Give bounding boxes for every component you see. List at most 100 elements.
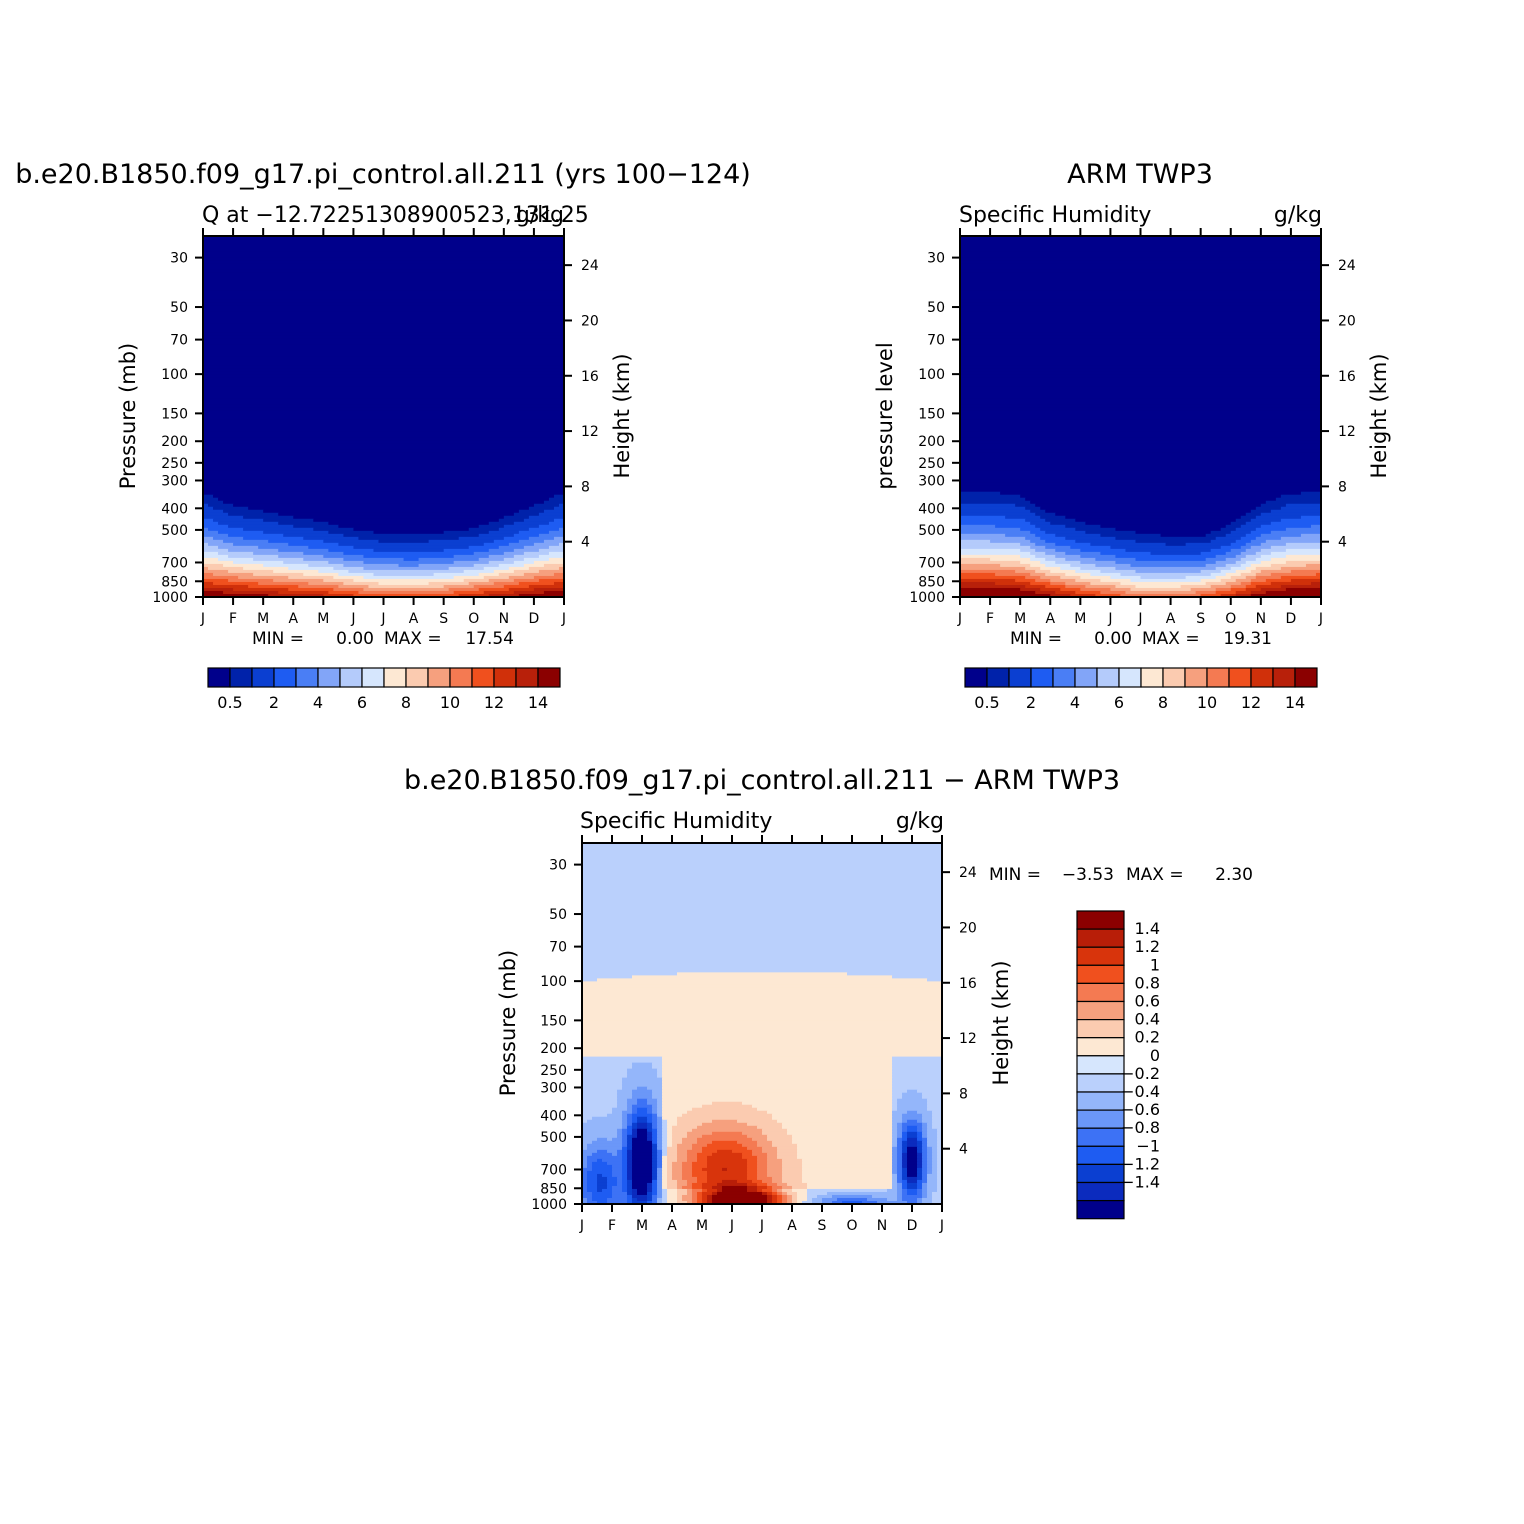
contour-cell xyxy=(1050,593,1071,598)
contour-cell xyxy=(960,305,1322,309)
contour-cell xyxy=(657,1119,663,1124)
colorbar-box xyxy=(405,667,429,688)
contour-cell xyxy=(597,1158,603,1163)
contour-cell xyxy=(463,578,490,583)
contour-cell xyxy=(892,1074,943,1079)
contour-cell xyxy=(907,1137,918,1142)
contour-cell xyxy=(922,1125,928,1130)
contour-cell xyxy=(960,332,1322,336)
x-tick-label: O xyxy=(1225,611,1236,627)
y-tick-label: 850 xyxy=(540,1181,567,1197)
contour-cell xyxy=(587,1188,598,1193)
contour-cell xyxy=(323,593,355,598)
contour-cell xyxy=(1240,572,1257,577)
contour-cell xyxy=(203,422,565,427)
contour-cell xyxy=(902,1194,923,1199)
contour-cell xyxy=(897,1161,903,1166)
contour-cell xyxy=(807,1185,893,1190)
contour-cell xyxy=(922,1149,928,1154)
contour-cell xyxy=(892,1086,943,1091)
contour-cell xyxy=(203,281,565,285)
contour-cell xyxy=(637,1197,648,1202)
contour-cell xyxy=(617,1152,623,1157)
contour-cell xyxy=(897,1137,903,1142)
contour-cell xyxy=(632,1119,638,1124)
contour-cell xyxy=(927,1131,938,1136)
contour-cell xyxy=(657,1164,663,1169)
x-tick-label: F xyxy=(986,611,994,627)
contour-cell xyxy=(278,554,324,559)
contour-cell xyxy=(622,1161,628,1166)
contour-cell xyxy=(363,575,455,580)
contour-cell xyxy=(937,1128,943,1133)
contour-cell xyxy=(662,1059,893,1064)
contour-cell xyxy=(1220,545,1242,550)
x-tick-label: O xyxy=(468,611,479,627)
contour-cell xyxy=(1280,584,1322,589)
contour-cell xyxy=(203,404,565,409)
contour-cell xyxy=(353,527,470,532)
contour-cell xyxy=(682,1173,693,1178)
contour-cell xyxy=(697,1200,703,1205)
contour-cell xyxy=(897,1125,903,1130)
contour-cell xyxy=(902,1185,908,1190)
contour-cell xyxy=(712,1140,738,1145)
contour-cell xyxy=(712,1200,768,1205)
contour-cell xyxy=(652,1104,658,1109)
contour-cell xyxy=(483,542,510,547)
contour-cell xyxy=(692,1164,708,1169)
contour-cell xyxy=(253,551,304,556)
contour-cell xyxy=(1230,584,1247,589)
contour-cell xyxy=(897,1158,903,1163)
contour-cell xyxy=(892,1143,898,1148)
contour-cell xyxy=(513,533,540,538)
y2-tick-label: 16 xyxy=(1338,369,1356,385)
colorbar-label: 6 xyxy=(1114,693,1124,712)
contour-cell xyxy=(582,1137,598,1142)
contour-cell xyxy=(632,1131,638,1136)
contour-cell xyxy=(488,548,515,553)
colorbar-label: 2 xyxy=(269,693,279,712)
contour-cell xyxy=(1230,575,1247,580)
contour-cell xyxy=(960,353,1322,357)
contour-cell xyxy=(203,413,565,418)
contour-cell xyxy=(228,578,274,583)
contour-cell xyxy=(1070,545,1112,550)
contour-cell xyxy=(203,239,565,243)
contour-cell xyxy=(892,1116,903,1121)
contour-cell xyxy=(203,350,565,354)
contour-cell xyxy=(692,1200,698,1205)
contour-cell xyxy=(907,1110,918,1115)
left-string: Specific Humidity xyxy=(959,203,1151,228)
contour-cell xyxy=(922,1122,928,1127)
contour-cell xyxy=(960,533,1006,538)
contour-cell xyxy=(538,512,565,517)
contour-cell xyxy=(960,236,1322,240)
colorbar-label: −0.4 xyxy=(1121,1082,1160,1101)
contour-cell xyxy=(582,1098,618,1103)
contour-cell xyxy=(597,1182,608,1187)
contour-cell xyxy=(990,557,1031,562)
contour-cell xyxy=(632,1116,638,1121)
contour-cell xyxy=(632,1200,648,1205)
contour-cell xyxy=(1035,590,1056,595)
contour-cell xyxy=(687,1131,713,1136)
contour-cell xyxy=(662,1137,668,1142)
contour-cell xyxy=(428,539,495,544)
contour-cell xyxy=(647,1131,653,1136)
contour-cell xyxy=(757,1173,768,1178)
contour-cell xyxy=(203,554,229,559)
contour-cell xyxy=(902,1152,908,1157)
contour-cell xyxy=(528,566,560,571)
contour-cell xyxy=(902,1113,923,1118)
contour-cell xyxy=(657,1122,663,1127)
contour-cell xyxy=(647,1137,653,1142)
contour-cell xyxy=(960,317,1322,321)
contour-cell xyxy=(907,1170,918,1175)
contour-cell xyxy=(687,1155,698,1160)
contour-cell xyxy=(892,1155,898,1160)
contour-cell xyxy=(582,1110,613,1115)
colorbar-box xyxy=(1118,667,1142,688)
contour-cell xyxy=(652,1119,658,1124)
contour-cell xyxy=(647,1134,653,1139)
